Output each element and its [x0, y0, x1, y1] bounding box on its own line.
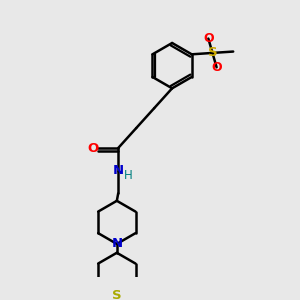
Text: O: O — [211, 61, 222, 74]
Text: S: S — [112, 290, 122, 300]
Text: S: S — [208, 46, 217, 59]
Text: H: H — [124, 169, 132, 182]
Text: N: N — [113, 164, 124, 177]
Text: O: O — [88, 142, 99, 154]
Text: N: N — [111, 237, 122, 250]
Text: O: O — [203, 32, 214, 45]
